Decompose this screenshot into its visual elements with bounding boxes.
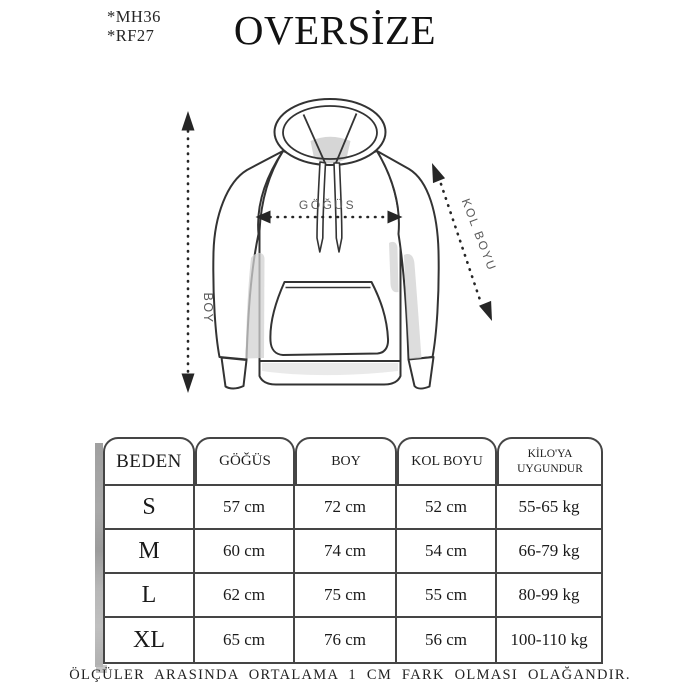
page-title: OVERSİZE [233, 7, 437, 53]
column-header-kol-boyu: KOL BOYU [397, 437, 497, 486]
size-cell: XL [105, 618, 195, 662]
column-header-label: BEDEN [116, 450, 182, 472]
sleeve-cell: 56 cm [397, 618, 497, 662]
part-numbers: *MH36 *RF27 [107, 7, 161, 46]
shading [245, 241, 422, 376]
size-cell: L [105, 574, 195, 618]
chest-cell: 65 cm [195, 618, 295, 662]
column-header-beden: BEDEN [103, 437, 195, 486]
column-header-label: GÖĞÜS [219, 453, 271, 469]
height-arrow: BOY [181, 111, 215, 393]
weight-cell: 80-99 kg [497, 574, 601, 618]
weight-cell: 66-79 kg [497, 530, 601, 574]
chest-cell: 60 cm [195, 530, 295, 574]
scan-shade-mark [96, 665, 107, 673]
sleeve-cell: 52 cm [397, 486, 497, 530]
size-table-header: BEDEN GÖĞÜS BOY KOL BOYU KİLO'YA UYGUNDU… [103, 437, 603, 486]
sleeve-cell: 55 cm [397, 574, 497, 618]
column-header-boy: BOY [295, 437, 397, 486]
size-table-body: S 57 cm 72 cm 52 cm 55-65 kg M 60 cm 74 … [103, 486, 603, 664]
sleeve-arrow-label: KOL BOYU [459, 197, 500, 274]
size-table: BEDEN GÖĞÜS BOY KOL BOYU KİLO'YA UYGUNDU… [103, 437, 603, 664]
scan-shade-strip [95, 443, 103, 667]
length-cell: 72 cm [295, 486, 397, 530]
hood [273, 98, 387, 253]
length-cell: 76 cm [295, 618, 397, 662]
chest-arrow: GÖĞÜS [255, 197, 403, 224]
part-number-2: *RF27 [107, 26, 155, 46]
sleeve-arrow: KOL BOYU [432, 163, 499, 321]
column-header-label: BOY [331, 453, 361, 469]
chest-cell: 57 cm [195, 486, 295, 530]
hoodie-illustration: BOY GÖĞÜS KOL BOYU [181, 98, 499, 393]
column-header-kilo: KİLO'YA UYGUNDUR [497, 437, 603, 486]
size-cell: S [105, 486, 195, 530]
tolerance-note: ÖLÇÜLER ARASINDA ORTALAMA 1 CM FARK OLMA… [69, 667, 631, 683]
weight-cell: 55-65 kg [497, 486, 601, 530]
column-header-label: KOL BOYU [411, 453, 483, 469]
size-cell: M [105, 530, 195, 574]
length-cell: 74 cm [295, 530, 397, 574]
kangaroo-pocket [269, 281, 390, 356]
part-number-1: *MH36 [107, 7, 161, 26]
height-arrow-label: BOY [201, 293, 215, 324]
length-cell: 75 cm [295, 574, 397, 618]
chest-arrow-label: GÖĞÜS [299, 197, 356, 212]
sleeve-cell: 54 cm [397, 530, 497, 574]
hoodie-measurement-diagram: BOY GÖĞÜS KOL BOYU [140, 85, 560, 415]
column-header-label: KİLO'YA UYGUNDUR [517, 447, 583, 475]
weight-cell: 100-110 kg [497, 618, 601, 662]
chest-cell: 62 cm [195, 574, 295, 618]
column-header-gogus: GÖĞÜS [195, 437, 295, 486]
